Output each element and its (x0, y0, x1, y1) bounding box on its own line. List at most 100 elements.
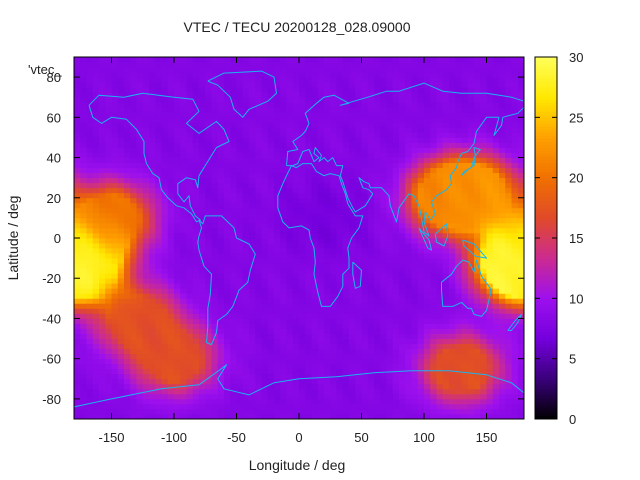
heat-cell (92, 263, 100, 269)
heat-cell (405, 353, 412, 360)
heat-cell (492, 298, 500, 304)
heat-cell (386, 243, 394, 249)
heat-cell (274, 192, 281, 199)
heat-cell (155, 383, 162, 390)
heat-cell (105, 398, 112, 405)
heat-cell (424, 408, 431, 415)
heat-cell (342, 408, 350, 415)
heat-cell (230, 328, 237, 334)
heat-cell (205, 358, 212, 365)
heat-cell (305, 358, 312, 365)
heat-cell (374, 348, 381, 355)
heat-cell (242, 413, 250, 420)
heat-cell (117, 288, 125, 294)
heat-cell (336, 77, 344, 83)
heat-cell (499, 172, 506, 179)
heat-cell (180, 328, 187, 334)
heat-cell (80, 313, 87, 319)
heat-cell (261, 328, 269, 334)
heat-cell (161, 217, 169, 224)
heat-cell (174, 343, 181, 350)
heat-cell (167, 243, 175, 249)
heat-cell (199, 378, 206, 385)
heat-cell (99, 147, 106, 153)
heat-cell (292, 358, 300, 365)
heat-cell (324, 197, 331, 204)
heat-cell (374, 72, 381, 78)
heat-cell (480, 82, 487, 88)
heat-cell (180, 393, 187, 400)
heat-cell (392, 162, 400, 169)
heat-cell (342, 308, 350, 314)
heat-cell (399, 217, 406, 224)
heat-cell (305, 227, 312, 234)
heat-cell (136, 318, 144, 324)
heat-cell (149, 268, 156, 274)
heat-cell (236, 383, 244, 390)
heat-cell (130, 222, 137, 229)
heat-cell (174, 62, 181, 68)
heat-cell (392, 248, 400, 254)
heat-cell (405, 182, 412, 189)
heat-cell (155, 333, 162, 339)
heat-cell (136, 293, 144, 299)
heat-cell (505, 318, 512, 324)
heat-cell (74, 227, 81, 234)
heat-cell (99, 338, 106, 344)
heat-cell (224, 62, 231, 68)
heat-cell (486, 217, 494, 224)
heat-cell (92, 248, 100, 254)
heat-cell (405, 333, 412, 339)
heat-cell (261, 117, 269, 123)
heat-cell (499, 127, 506, 133)
heat-cell (349, 122, 356, 128)
heat-cell (361, 323, 369, 329)
heat-cell (430, 192, 437, 199)
heat-cell (380, 82, 387, 88)
heat-cell (330, 142, 337, 148)
heat-cell (449, 243, 456, 249)
heat-cell (74, 413, 81, 420)
heat-cell (274, 182, 281, 189)
heat-cell (449, 263, 456, 269)
heat-cell (155, 67, 162, 73)
heat-cell (249, 182, 256, 189)
heat-cell (367, 217, 375, 224)
heat-cell (292, 258, 300, 264)
heat-cell (349, 172, 356, 179)
heat-cell (286, 57, 294, 63)
heat-cell (155, 363, 162, 370)
heat-cell (430, 318, 437, 324)
heat-cell (336, 97, 344, 103)
heat-cell (180, 97, 187, 103)
heat-cell (92, 157, 100, 163)
heat-cell (311, 57, 319, 63)
heat-cell (136, 363, 144, 370)
heat-cell (299, 408, 306, 415)
heat-cell (167, 57, 175, 63)
heat-cell (436, 57, 444, 63)
heat-cell (161, 348, 169, 355)
heat-cell (336, 278, 344, 284)
heat-cell (486, 92, 494, 98)
heat-cell (236, 363, 244, 370)
heat-cell (199, 238, 206, 244)
heat-cell (305, 117, 312, 123)
heat-cell (492, 142, 500, 148)
heat-cell (92, 273, 100, 279)
heat-cell (161, 388, 169, 395)
heat-cell (236, 263, 244, 269)
heat-cell (130, 273, 137, 279)
heat-cell (355, 192, 362, 199)
heat-cell (436, 127, 444, 133)
heat-cell (99, 142, 106, 148)
heat-cell (180, 227, 187, 234)
heat-cell (161, 162, 169, 169)
heat-cell (411, 243, 419, 249)
heat-cell (205, 227, 212, 234)
heat-cell (136, 182, 144, 189)
heat-cell (474, 227, 481, 234)
heat-cell (461, 283, 469, 289)
heat-cell (192, 87, 200, 93)
heat-cell (142, 167, 150, 174)
